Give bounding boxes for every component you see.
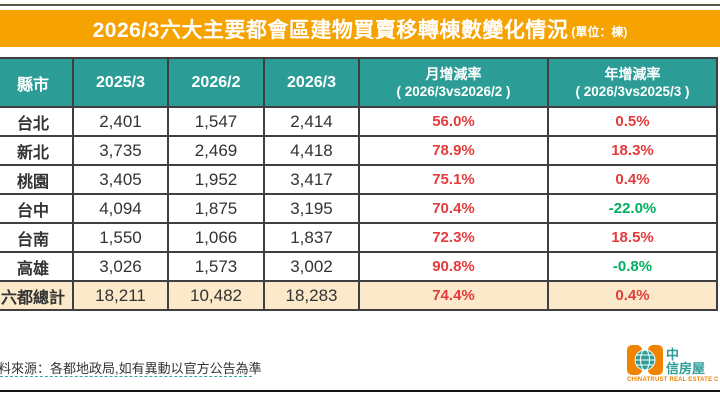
city-cell: 桃園 <box>0 164 74 195</box>
year-change-cell: 0.4% <box>547 164 718 195</box>
table-header-row: 縣市 2025/3 2026/2 2026/3 月增減率 ( 2026/3vs2… <box>0 57 718 108</box>
value-cell: 18,211 <box>72 280 169 311</box>
value-cell: 4,094 <box>72 193 169 224</box>
city-cell: 高雄 <box>0 251 74 282</box>
city-cell: 六都總計 <box>0 280 74 311</box>
header-2026-2: 2026/2 <box>167 57 265 108</box>
value-cell: 2,414 <box>263 106 360 137</box>
table-row-taipei: 台北 2,401 1,547 2,414 56.0% 0.5% <box>0 106 718 137</box>
header-2026-3: 2026/3 <box>263 57 360 108</box>
month-change-cell: 78.9% <box>358 135 549 166</box>
top-divider-line <box>0 4 720 6</box>
title-bar: 2026/3六大主要都會區建物買賣移轉棟數變化情況 (單位：棟) <box>0 10 720 47</box>
month-change-cell: 72.3% <box>358 222 549 253</box>
header-year-change: 年增減率 ( 2026/3vs2025/3 ) <box>547 57 718 108</box>
month-change-cell: 70.4% <box>358 193 549 224</box>
page-title: 2026/3六大主要都會區建物買賣移轉棟數變化情況 <box>92 18 569 42</box>
logo-zh-line2: 信房屋 <box>666 361 706 376</box>
month-change-cell: 75.1% <box>358 164 549 195</box>
value-cell: 3,195 <box>263 193 360 224</box>
city-cell: 台南 <box>0 222 74 253</box>
table-row-tainan: 台南 1,550 1,066 1,837 72.3% 18.5% <box>0 222 718 253</box>
city-cell: 新北 <box>0 135 74 166</box>
value-cell: 3,002 <box>263 251 360 282</box>
logo-zh-line1: 中 <box>666 347 680 362</box>
table-row-newtaipei: 新北 3,735 2,469 4,418 78.9% 18.3% <box>0 135 718 166</box>
value-cell: 1,952 <box>167 164 265 195</box>
city-cell: 台北 <box>0 106 74 137</box>
month-change-cell: 56.0% <box>358 106 549 137</box>
table-row-kaohsiung: 高雄 3,026 1,573 3,002 90.8% -0.8% <box>0 251 718 282</box>
value-cell: 2,401 <box>72 106 169 137</box>
value-cell: 3,417 <box>263 164 360 195</box>
value-cell: 1,066 <box>167 222 265 253</box>
value-cell: 1,837 <box>263 222 360 253</box>
table-row-taichung: 台中 4,094 1,875 3,195 70.4% -22.0% <box>0 193 718 224</box>
value-cell: 18,283 <box>263 280 360 311</box>
header-2025-3: 2025/3 <box>72 57 169 108</box>
value-cell: 1,875 <box>167 193 265 224</box>
value-cell: 3,026 <box>72 251 169 282</box>
value-cell: 10,482 <box>167 280 265 311</box>
year-change-cell: 18.5% <box>547 222 718 253</box>
data-table-wrapper: 縣市 2025/3 2026/2 2026/3 月增減率 ( 2026/3vs2… <box>0 57 718 311</box>
value-cell: 3,405 <box>72 164 169 195</box>
table-row-total: 六都總計 18,211 10,482 18,283 74.4% 0.4% <box>0 280 718 311</box>
chinatrust-logo-icon <box>627 345 663 375</box>
table-row-taoyuan: 桃園 3,405 1,952 3,417 75.1% 0.4% <box>0 164 718 195</box>
transactions-table: 縣市 2025/3 2026/2 2026/3 月增減率 ( 2026/3vs2… <box>0 57 718 311</box>
year-change-cell: -0.8% <box>547 251 718 282</box>
value-cell: 1,547 <box>167 106 265 137</box>
year-change-cell: 0.5% <box>547 106 718 137</box>
title-unit-label: (單位：棟) <box>571 25 628 39</box>
value-cell: 4,418 <box>263 135 360 166</box>
data-source-note: 料來源：各都地政局,如有異動以官方公告為準 <box>0 361 262 376</box>
value-cell: 3,735 <box>72 135 169 166</box>
value-cell: 1,550 <box>72 222 169 253</box>
year-change-cell: -22.0% <box>547 193 718 224</box>
year-change-cell: 18.3% <box>547 135 718 166</box>
city-cell: 台中 <box>0 193 74 224</box>
value-cell: 1,573 <box>167 251 265 282</box>
value-cell: 2,469 <box>167 135 265 166</box>
logo-en-caption: CHINATRUST REAL ESTATE C <box>627 377 719 383</box>
bottom-divider-line <box>0 390 720 392</box>
chinatrust-logo: 中 信房屋 CHINATRUST REAL ESTATE C <box>627 344 720 383</box>
month-change-cell: 90.8% <box>358 251 549 282</box>
source-underline <box>0 376 252 377</box>
month-change-cell: 74.4% <box>358 280 549 311</box>
header-month-change: 月增減率 ( 2026/3vs2026/2 ) <box>358 57 549 108</box>
header-city: 縣市 <box>0 57 74 108</box>
year-change-cell: 0.4% <box>547 280 718 311</box>
